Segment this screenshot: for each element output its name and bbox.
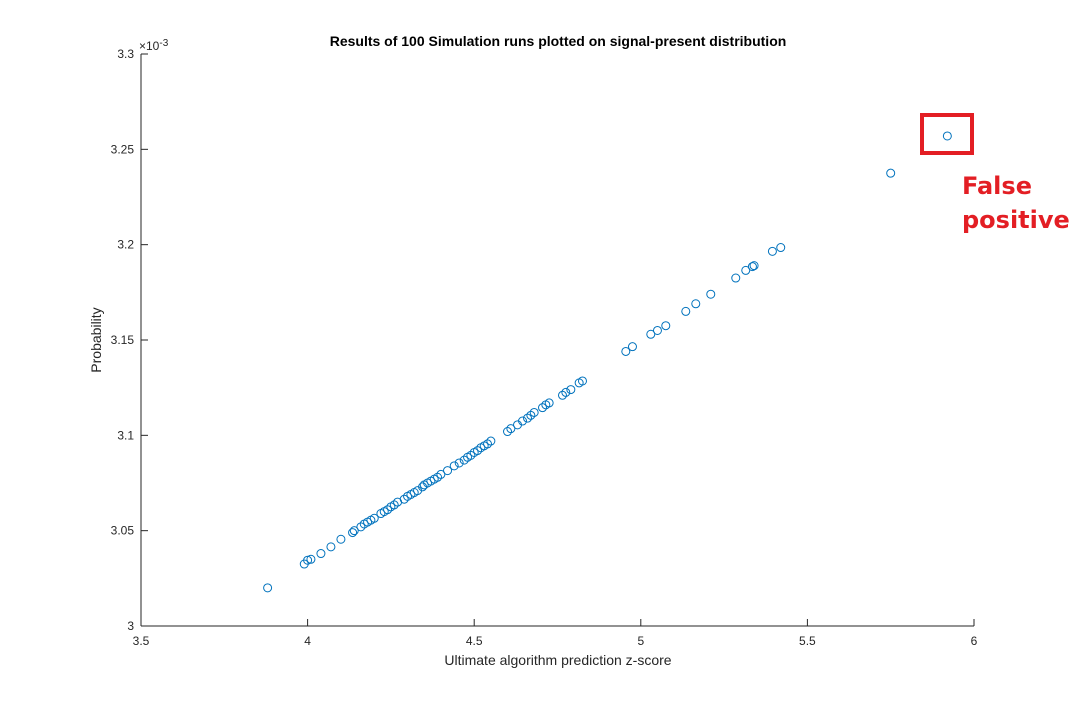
data-point — [544, 398, 554, 408]
y-tick-label: 3.1 — [117, 428, 134, 442]
data-point — [526, 410, 536, 420]
data-point — [561, 387, 571, 397]
data-point — [652, 325, 662, 335]
data-point — [326, 542, 336, 552]
data-point — [747, 262, 757, 272]
data-point — [741, 265, 751, 275]
data-point — [886, 168, 896, 178]
data-point — [303, 555, 313, 565]
data-point — [369, 513, 379, 523]
data-point — [691, 299, 701, 309]
y-axis-title: Probability — [88, 307, 104, 372]
data-points — [263, 131, 952, 593]
y-tick-label: 3.2 — [117, 238, 134, 252]
data-point — [316, 549, 326, 559]
data-point — [523, 413, 533, 423]
data-point — [621, 346, 631, 356]
data-point — [627, 342, 637, 352]
x-tick-label: 3.5 — [133, 634, 150, 648]
data-point — [449, 461, 459, 471]
chart-title: Results of 100 Simulation runs plotted o… — [330, 33, 787, 49]
data-point — [433, 472, 443, 482]
x-tick-label: 5 — [637, 634, 644, 648]
data-point — [646, 329, 656, 339]
data-point — [486, 436, 496, 446]
data-point — [459, 455, 469, 465]
data-point — [389, 500, 399, 510]
highlight-box — [920, 113, 974, 155]
data-point — [356, 522, 366, 532]
data-point — [263, 583, 273, 593]
y-tick-label: 3.3 — [117, 47, 134, 61]
y-exponent-power: -3 — [159, 38, 168, 49]
data-point — [454, 458, 464, 468]
annotation-line-2: positive — [962, 206, 1070, 234]
plot-area — [140, 54, 974, 627]
x-tick-label: 4.5 — [466, 634, 483, 648]
data-point — [336, 534, 346, 544]
y-axis-ticks: 3 3.05 3.1 3.15 3.2 3.25 3.3 — [111, 47, 148, 633]
data-point — [383, 505, 393, 515]
data-point — [557, 390, 567, 400]
false-positive-annotation: False positive — [920, 113, 1070, 234]
data-point — [681, 306, 691, 316]
x-tick-label: 4 — [304, 634, 311, 648]
x-tick-label: 5.5 — [799, 634, 816, 648]
data-point — [767, 246, 777, 256]
y-tick-label: 3.25 — [111, 142, 135, 156]
data-point — [518, 416, 528, 426]
data-point — [942, 131, 952, 141]
data-point — [436, 469, 446, 479]
y-exponent-base: ×10 — [139, 39, 160, 53]
data-point — [349, 526, 359, 536]
data-point — [706, 289, 716, 299]
y-tick-label: 3.15 — [111, 333, 135, 347]
data-point — [348, 528, 358, 538]
data-point — [731, 273, 741, 283]
y-exponent-label: ×10-3 — [139, 38, 169, 53]
y-tick-label: 3.05 — [111, 524, 135, 538]
data-point — [577, 376, 587, 386]
x-axis-title: Ultimate algorithm prediction z-score — [444, 652, 671, 668]
data-point — [566, 385, 576, 395]
data-point — [473, 446, 483, 456]
data-point — [776, 243, 786, 253]
data-point — [749, 261, 759, 271]
data-point — [443, 466, 453, 476]
annotation-line-1: False — [962, 172, 1032, 200]
data-point — [503, 427, 513, 437]
data-point — [661, 321, 671, 331]
data-point — [306, 554, 316, 564]
x-tick-label: 6 — [971, 634, 978, 648]
x-axis-ticks: 3.5 4 4.5 5 5.5 6 — [133, 619, 978, 648]
data-point — [538, 403, 548, 413]
data-point — [399, 494, 409, 504]
y-tick-label: 3 — [127, 619, 134, 633]
data-point — [529, 407, 539, 417]
data-point — [466, 450, 476, 460]
data-point — [506, 424, 516, 434]
data-point — [483, 439, 493, 449]
